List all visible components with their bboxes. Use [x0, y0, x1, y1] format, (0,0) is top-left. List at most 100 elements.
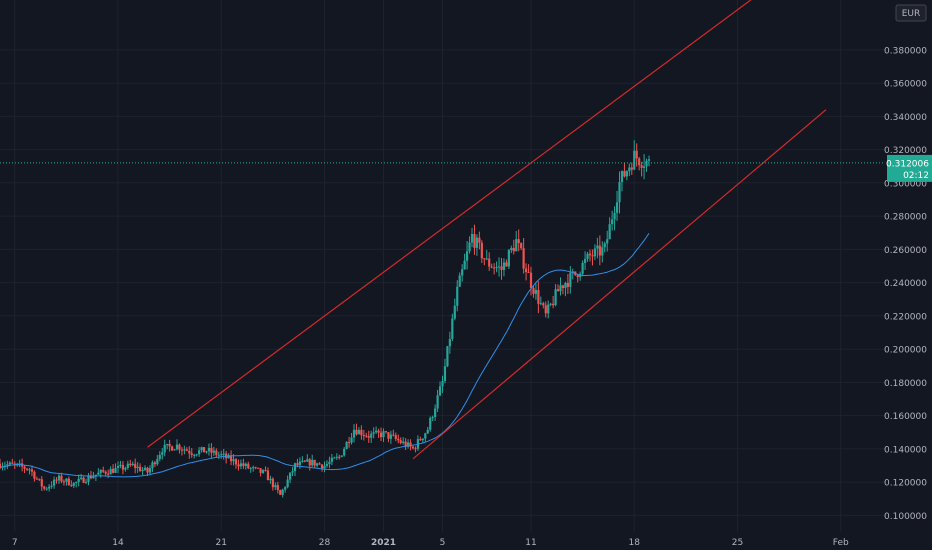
y-tick-label: 0.100000 — [884, 512, 927, 522]
candle-body — [642, 166, 646, 168]
candle-body — [298, 461, 302, 465]
candle-body — [461, 269, 464, 276]
candle-body — [257, 467, 260, 469]
candle-body — [279, 489, 282, 495]
candle-body — [640, 165, 643, 168]
y-tick-label: 0.140000 — [884, 445, 927, 455]
candle-body — [355, 429, 358, 435]
candle-body — [163, 444, 166, 453]
candle-body — [480, 242, 483, 259]
candle-body — [188, 450, 191, 454]
candle-body — [87, 475, 90, 482]
candle-body — [443, 366, 447, 382]
candle-body — [347, 441, 351, 443]
candle-body — [623, 171, 626, 177]
candle-body — [212, 450, 215, 453]
candle-body — [586, 253, 589, 259]
candle-body — [180, 449, 184, 451]
candle-body — [193, 454, 196, 456]
candle-body — [264, 470, 267, 472]
candle-body — [429, 418, 432, 430]
candle-body — [611, 219, 614, 225]
candle-body — [333, 457, 336, 459]
candle-body — [465, 251, 469, 261]
candle-body — [436, 395, 439, 409]
candle-body — [242, 463, 245, 466]
candle-body — [18, 463, 21, 465]
currency-badge[interactable]: EUR — [895, 4, 927, 22]
candle-body — [215, 450, 218, 456]
channel-line-upper[interactable] — [147, 0, 812, 448]
candle-body — [141, 469, 144, 472]
candle-body — [57, 475, 61, 481]
candle-body — [613, 212, 616, 220]
candle-body — [325, 464, 329, 466]
candle-body — [190, 453, 193, 455]
candle-body — [357, 429, 361, 435]
candle-body — [232, 459, 235, 462]
candle-body — [421, 438, 424, 441]
candle-body — [507, 250, 510, 267]
candle-body — [271, 478, 274, 488]
candle-body — [340, 455, 343, 457]
candle-body — [80, 477, 83, 479]
candle-body — [345, 441, 348, 449]
candle-body — [33, 471, 36, 479]
candle-body — [618, 182, 621, 203]
y-tick-label: 0.180000 — [884, 379, 927, 389]
candle-body — [490, 266, 493, 268]
candle-body — [293, 463, 297, 472]
candle-body — [350, 437, 353, 443]
candle-body — [291, 471, 294, 473]
candle-body — [111, 468, 115, 473]
candle-body — [615, 202, 619, 213]
candle-body — [306, 459, 309, 462]
candle-body — [537, 290, 540, 304]
candle-body — [406, 442, 410, 447]
candle-body — [308, 459, 311, 466]
candle-body — [65, 478, 68, 482]
bar-countdown: 02:12 — [903, 171, 929, 181]
candle-body — [281, 489, 284, 495]
candle-body — [244, 463, 247, 466]
x-tick-label: 7 — [12, 538, 18, 548]
candle-body — [367, 436, 370, 438]
candle-body — [468, 242, 471, 252]
grid — [0, 0, 885, 532]
candle-body — [60, 475, 63, 482]
candle-body — [424, 433, 427, 439]
candle-body — [451, 318, 454, 339]
candle-body — [249, 468, 252, 470]
candle-body — [638, 158, 641, 166]
candle-body — [35, 478, 38, 480]
x-tick-label: 25 — [732, 538, 743, 548]
candle-body — [205, 451, 208, 453]
candle-body — [136, 466, 139, 469]
x-tick-label: 14 — [112, 538, 124, 548]
candle-body — [402, 441, 405, 443]
candle-body — [564, 282, 567, 289]
candle-body — [104, 471, 107, 474]
x-tick-label: 28 — [319, 538, 331, 548]
candle-body — [606, 239, 609, 244]
candle-body — [320, 464, 324, 469]
candle-body — [229, 455, 233, 462]
candle-body — [453, 305, 456, 319]
candle-body — [166, 444, 169, 446]
candle-body — [552, 303, 555, 306]
candle-body — [534, 290, 538, 294]
candle-body — [97, 472, 100, 475]
candle-body — [625, 171, 628, 177]
candle-body — [645, 160, 648, 167]
candle-body — [178, 444, 181, 450]
candle-body — [365, 435, 368, 437]
candle-body — [635, 150, 638, 159]
candle-body — [478, 237, 481, 243]
candle-body — [483, 258, 486, 260]
candle-body — [8, 462, 11, 465]
candle-body — [156, 458, 159, 465]
candle-body — [158, 454, 161, 459]
channel-line-lower[interactable] — [412, 109, 827, 460]
candle-body — [512, 247, 515, 252]
